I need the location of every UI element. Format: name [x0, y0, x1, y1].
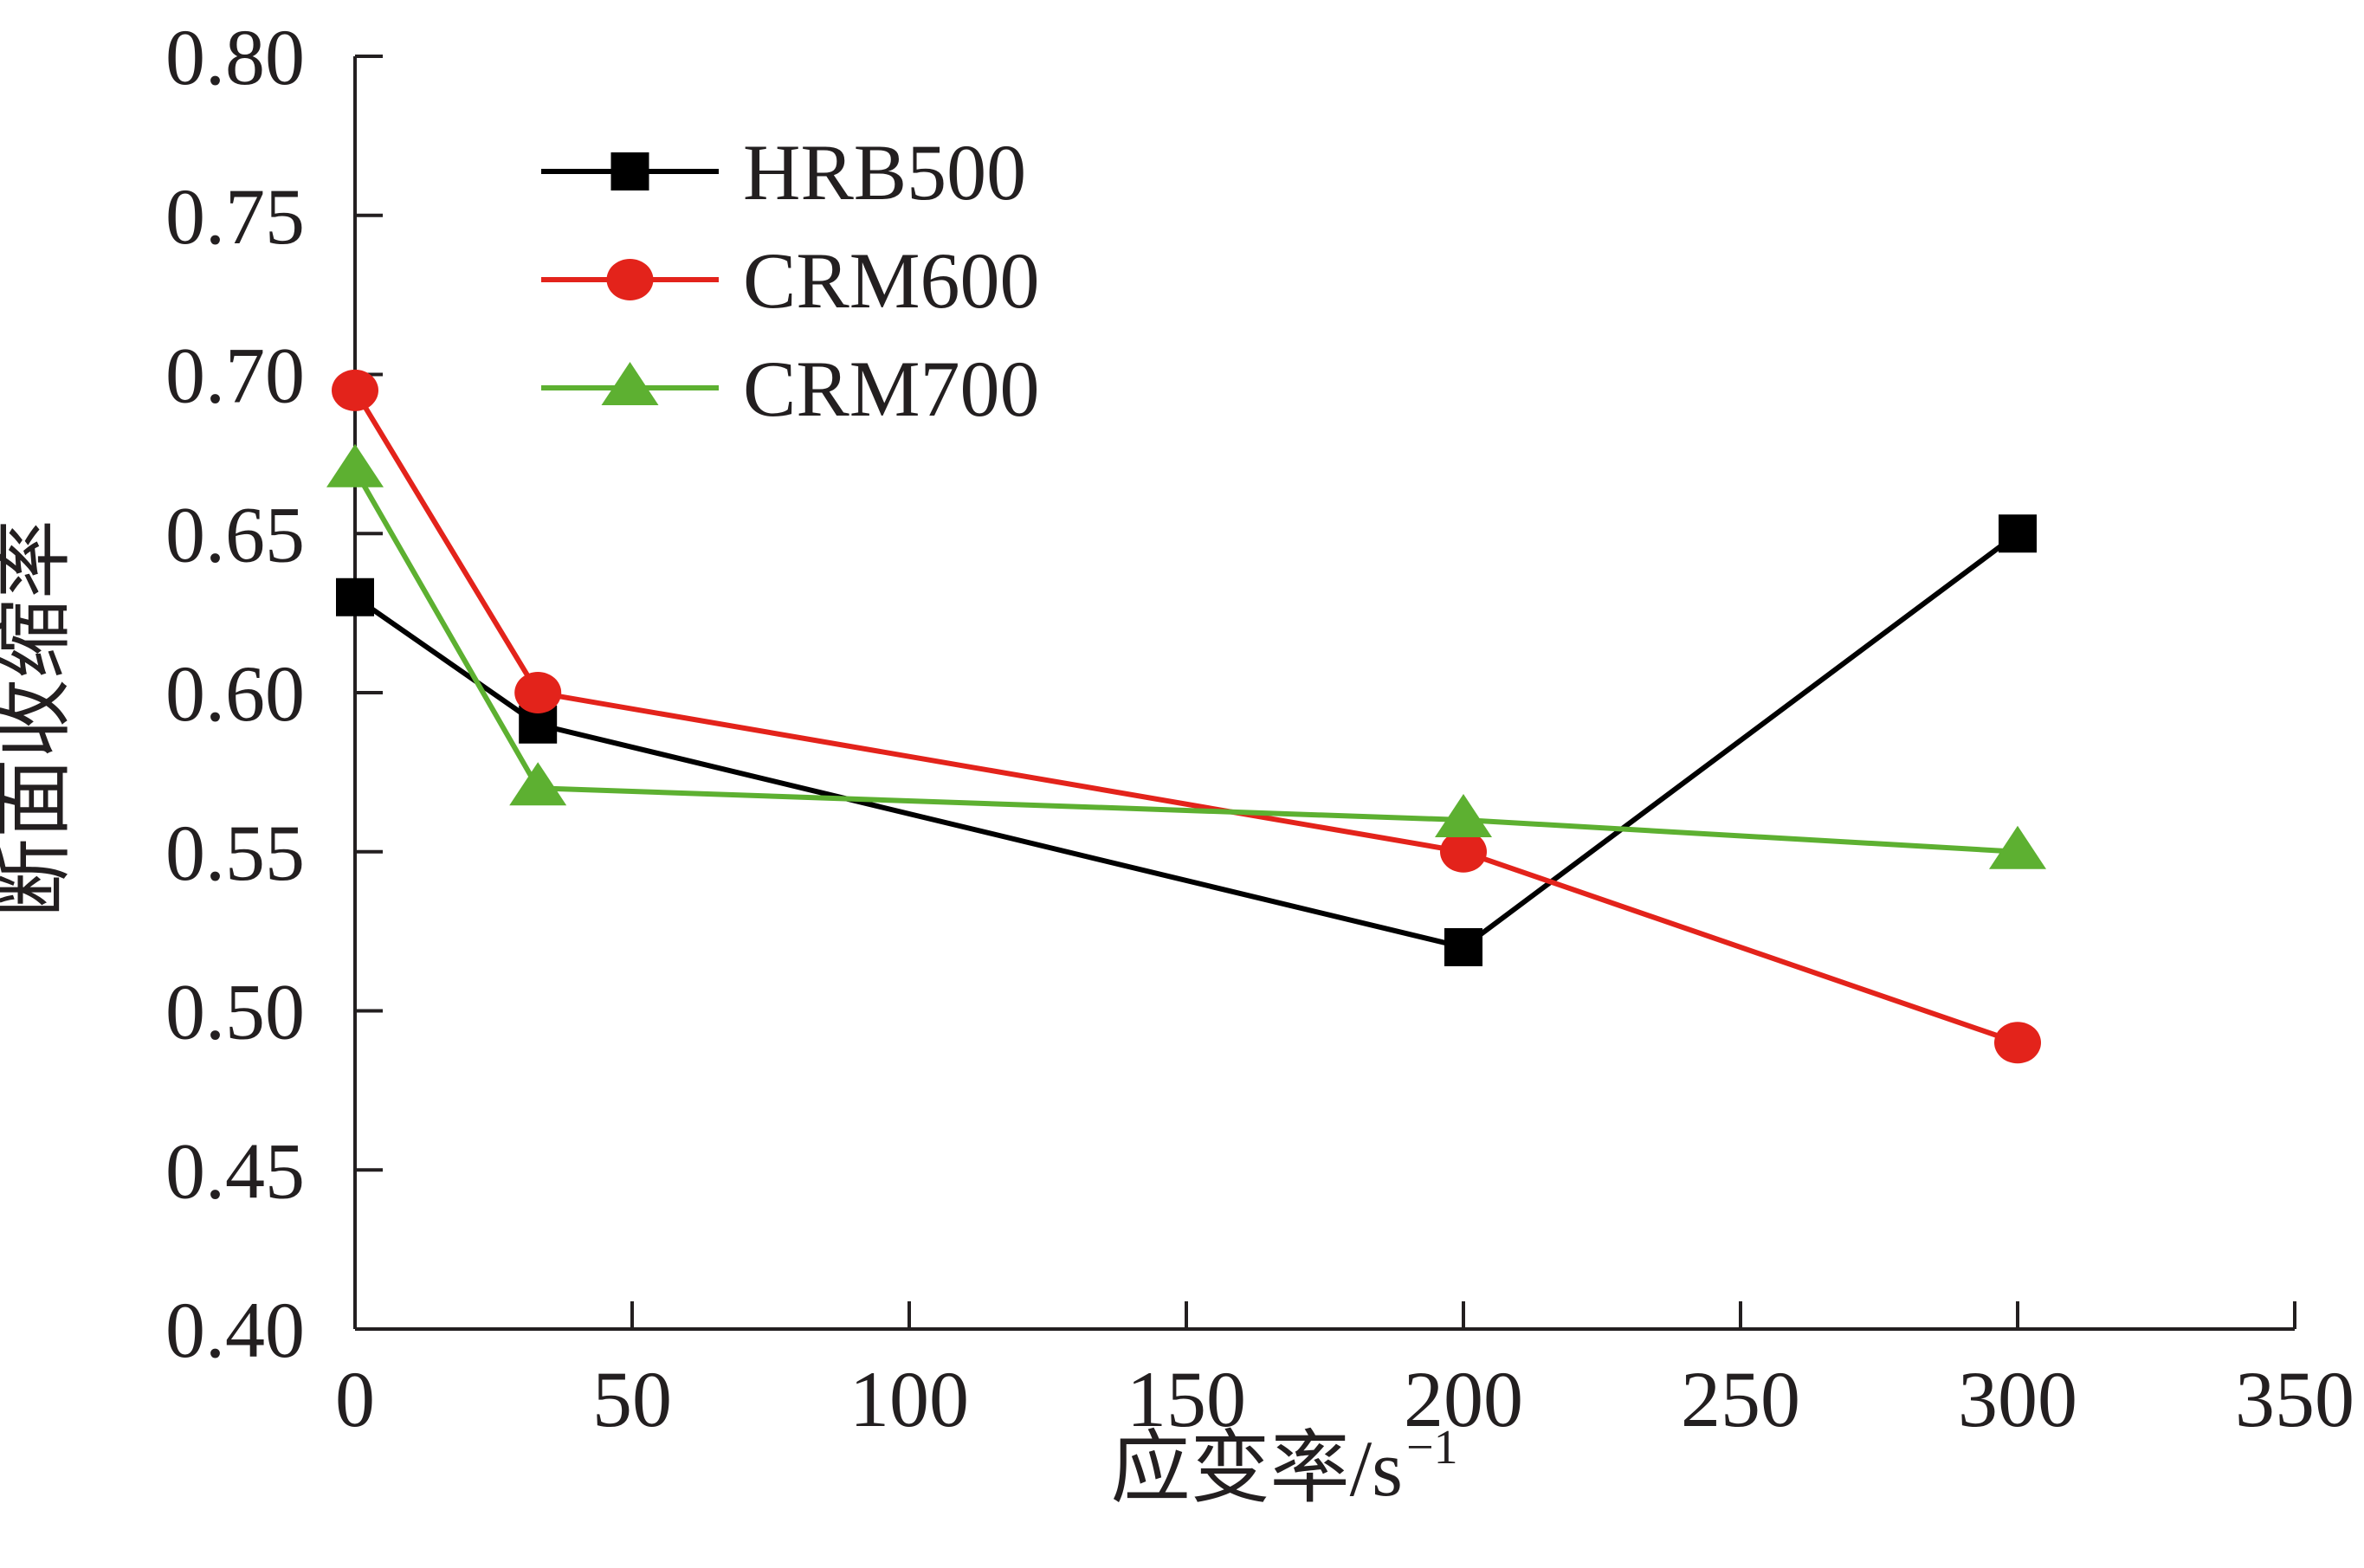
legend-label: CRM700 — [743, 345, 1040, 433]
y-tick-label: 0.75 — [165, 172, 305, 261]
legend-swatch-marker — [606, 259, 654, 300]
legend-label: CRM600 — [743, 236, 1040, 325]
data-point — [336, 578, 374, 616]
data-point — [1999, 514, 2037, 553]
y-tick-label: 0.65 — [165, 490, 305, 578]
legend-item: CRM600 — [541, 236, 1040, 325]
x-tick-label: 200 — [1404, 1355, 1523, 1443]
series-layer — [326, 369, 2046, 1064]
x-tick-label: 50 — [592, 1355, 672, 1443]
data-point — [1435, 794, 1492, 837]
series-line — [352, 389, 2018, 1046]
legend-swatch-marker — [601, 362, 659, 405]
axes: 0.40 0.45 0.50 0.55 0.60 0.65 0.70 0.75 0.80 0 50 1… — [165, 13, 2354, 1443]
data-point — [1444, 928, 1482, 966]
series-crm600 — [332, 369, 2041, 1064]
x-axis-title: 应变率/s — [1111, 1424, 1403, 1513]
series-line — [352, 468, 2018, 855]
y-tick-label: 0.60 — [165, 649, 305, 738]
y-tick-label: 0.70 — [165, 332, 305, 420]
x-tick-label: 350 — [2235, 1355, 2354, 1443]
legend: HRB500 CRM600 CRM700 — [541, 128, 1040, 433]
data-point — [1994, 1022, 2041, 1064]
x-tick-label: 150 — [1127, 1355, 1246, 1443]
x-axis-title-superscript: −1 — [1406, 1421, 1458, 1474]
y-tick-label: 0.40 — [165, 1286, 305, 1374]
x-tick-label: 0 — [335, 1355, 375, 1443]
y-axis-title: 断面收缩率 — [0, 519, 78, 918]
data-point — [326, 443, 384, 487]
x-tick-label: 250 — [1681, 1355, 1800, 1443]
series-hrb500 — [336, 514, 2037, 966]
x-tick-label: 300 — [1958, 1355, 2077, 1443]
series-line — [353, 531, 2019, 951]
legend-item: CRM700 — [541, 345, 1040, 433]
series-crm700 — [326, 443, 2046, 869]
legend-item: HRB500 — [541, 128, 1026, 216]
y-tick-label: 0.50 — [165, 968, 305, 1056]
data-point — [514, 672, 562, 713]
data-point — [1440, 830, 1487, 873]
y-tick-label: 0.55 — [165, 809, 305, 897]
y-tick-label: 0.45 — [165, 1126, 305, 1215]
x-tick-label: 100 — [849, 1355, 969, 1443]
data-point — [1989, 825, 2046, 869]
data-point — [509, 762, 567, 806]
legend-label: HRB500 — [743, 128, 1026, 216]
legend-swatch-marker — [610, 152, 649, 190]
y-tick-label: 0.80 — [165, 13, 305, 101]
data-point — [332, 369, 378, 411]
